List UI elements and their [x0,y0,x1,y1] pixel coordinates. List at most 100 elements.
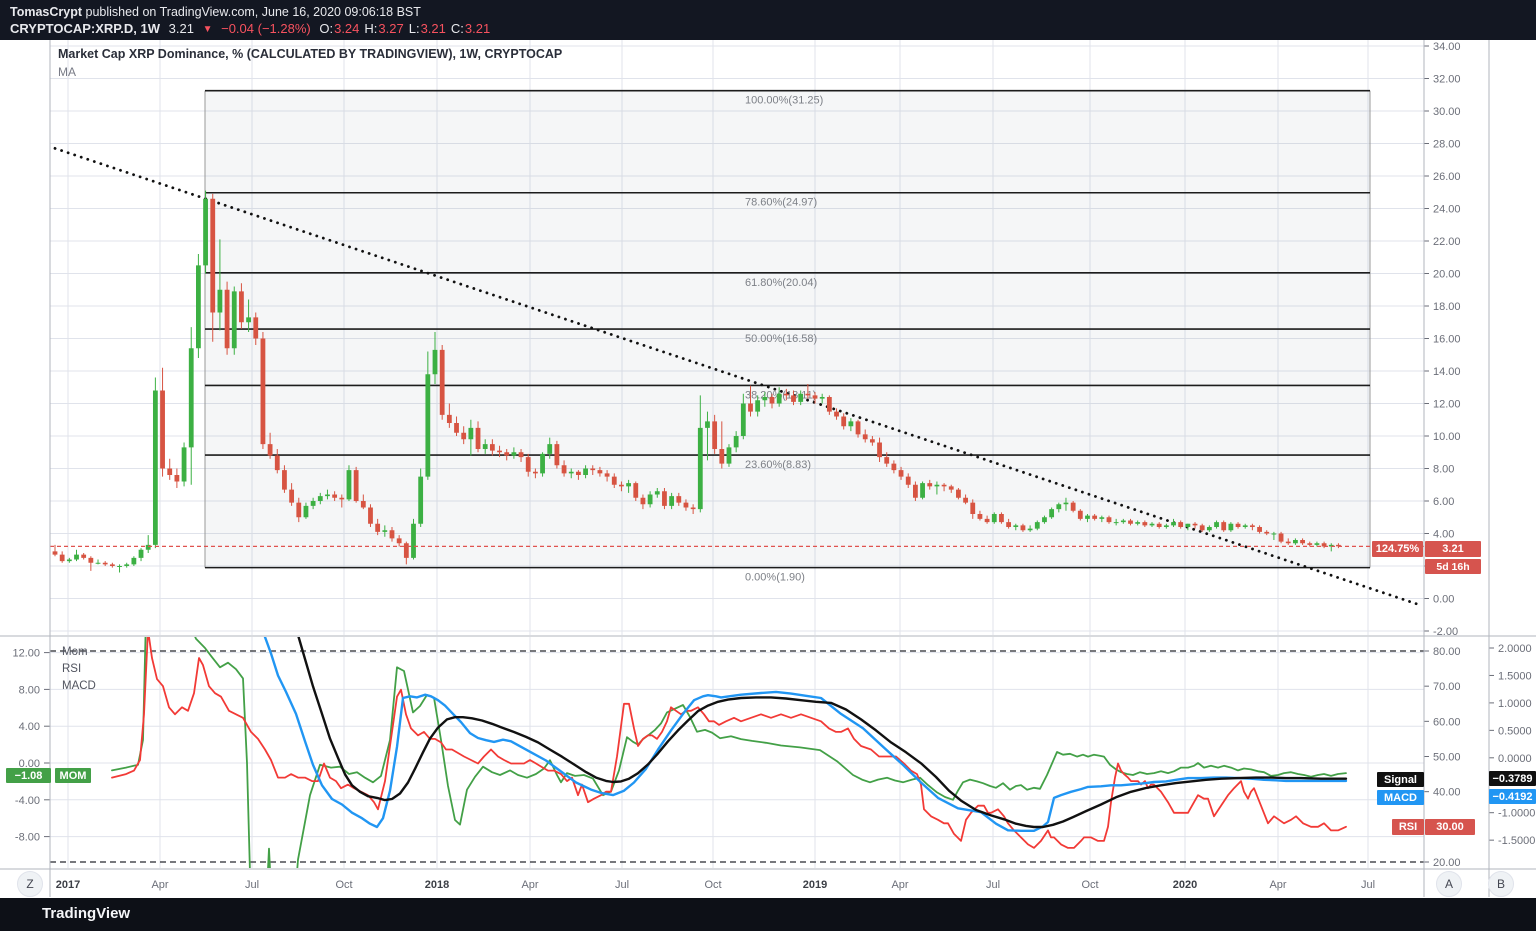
svg-text:Jul: Jul [1361,879,1375,891]
svg-text:-8.00: -8.00 [15,832,40,844]
svg-text:Jul: Jul [245,879,259,891]
signal-label-badge: Signal [1377,772,1424,787]
axis-a-button[interactable]: A [1436,871,1462,897]
ohlc-values: O:3.24 H:3.27 L:3.21 C:3.21 [319,21,495,36]
svg-text:18.00: 18.00 [1433,301,1461,313]
svg-text:2019: 2019 [803,879,827,891]
svg-text:32.00: 32.00 [1433,74,1461,86]
price-axis-badge: 3.21 [1425,541,1481,557]
svg-text:Oct: Oct [704,879,721,891]
ma-indicator-label: MA [58,65,76,79]
svg-text:34.00: 34.00 [1433,41,1461,53]
axis-b-button[interactable]: B [1488,871,1514,897]
svg-text:24.00: 24.00 [1433,204,1461,216]
svg-text:50.00%(16.58): 50.00%(16.58) [745,333,817,345]
fib-retracement: 100.00%(31.25) 78.60%(24.97) 61.80%(20.04)… [204,89,1371,584]
header: TomasCrypt published on TradingView.com,… [0,0,1536,40]
svg-text:14.00: 14.00 [1433,366,1461,378]
indicator-label-rsi: RSI [62,663,82,675]
svg-text:16.00: 16.00 [1433,334,1461,346]
mom-value-badge: −1.08 [6,768,51,783]
svg-text:Jul: Jul [986,879,1000,891]
svg-text:-4.00: -4.00 [15,795,40,807]
svg-text:0.00: 0.00 [19,758,40,770]
svg-text:Apr: Apr [891,879,908,891]
svg-text:0.5000: 0.5000 [1498,725,1532,737]
signal-line [297,637,1348,829]
svg-text:28.00: 28.00 [1433,139,1461,151]
bar-countdown-badge: 5d 16h [1425,559,1481,574]
price-change: −0.04 (−1.28%) [221,21,311,36]
svg-text:50.00: 50.00 [1433,752,1461,764]
mom-label-badge: MOM [55,768,91,783]
footer [0,898,1536,931]
publish-info: TomasCrypt published on TradingView.com,… [10,5,421,19]
svg-text:2017: 2017 [56,879,80,891]
svg-text:4.00: 4.00 [19,721,40,733]
signal-value-badge: −0.3789 [1489,771,1536,786]
indicator-label-mom: Mom [62,646,88,658]
svg-text:Apr: Apr [1269,879,1286,891]
last-price: 3.21 [168,21,194,36]
indicator-label-macd: MACD [62,680,96,692]
ohlc-label: L: [408,21,420,36]
symbol-name: CRYPTOCAP:XRP.D, 1W [10,21,161,36]
svg-text:20.00: 20.00 [1433,269,1461,281]
svg-text:1.0000: 1.0000 [1498,698,1532,710]
macd-line [263,637,1348,832]
svg-text:70.00: 70.00 [1433,681,1461,693]
svg-text:Apr: Apr [151,879,168,891]
svg-text:30.00: 30.00 [1433,106,1461,118]
timezone-button[interactable]: Z [17,871,43,897]
trendline-dotted[interactable] [53,146,1422,607]
svg-text:2018: 2018 [425,879,449,891]
pane-borders [0,40,1536,897]
svg-text:8.00: 8.00 [19,684,40,696]
svg-text:Apr: Apr [521,879,538,891]
tradingview-brand: TradingView [42,905,131,922]
indicator-lines [111,637,1348,868]
macd-value-badge: −0.4192 [1489,789,1536,804]
svg-text:23.60%(8.83): 23.60%(8.83) [745,459,811,471]
svg-text:78.60%(24.97): 78.60%(24.97) [745,197,817,209]
macd-label-badge: MACD [1377,790,1424,805]
svg-text:12.00: 12.00 [12,648,40,660]
svg-text:6.00: 6.00 [1433,496,1454,508]
ohlc-value: 3.24 [334,21,360,36]
gridlines [50,40,1424,868]
svg-text:26.00: 26.00 [1433,171,1461,183]
svg-text:-1.0000: -1.0000 [1498,808,1535,820]
svg-text:22.00: 22.00 [1433,236,1461,248]
author-name: TomasCrypt [10,5,83,19]
ohlc-label: C: [450,21,464,36]
svg-text:0.0000: 0.0000 [1498,753,1532,765]
svg-text:2.0000: 2.0000 [1498,643,1532,655]
svg-text:20.00: 20.00 [1433,857,1461,869]
svg-text:60.00: 60.00 [1433,716,1461,728]
ohlc-label: H: [364,21,378,36]
svg-text:-1.5000: -1.5000 [1498,835,1535,847]
ohlc-label: O: [319,21,334,36]
svg-text:Oct: Oct [1081,879,1098,891]
ohlc-value: 3.21 [420,21,446,36]
candlestick-series [52,190,1341,573]
down-triangle-icon: ▼ [202,24,213,35]
price-percent-badge: 124.75% [1372,541,1423,557]
svg-text:-2.00: -2.00 [1433,626,1458,638]
svg-text:100.00%(31.25): 100.00%(31.25) [745,95,823,107]
svg-text:Jul: Jul [615,879,629,891]
chart-title: Market Cap XRP Dominance, % (CALCULATED … [58,47,563,61]
svg-text:10.00: 10.00 [1433,431,1461,443]
mom-line [111,637,1347,868]
symbol-row: CRYPTOCAP:XRP.D, 1W 3.21 ▼ −0.04 (−1.28%… [10,21,500,36]
rsi-label-badge: RSI [1392,819,1424,835]
publish-text: published on TradingView.com, June 16, 2… [82,5,421,19]
svg-text:1.5000: 1.5000 [1498,670,1532,682]
svg-text:Oct: Oct [335,879,352,891]
rsi-line [111,637,1347,849]
svg-text:61.80%(20.04): 61.80%(20.04) [745,277,817,289]
svg-text:0.00: 0.00 [1433,594,1454,606]
ohlc-value: 3.21 [464,21,491,36]
